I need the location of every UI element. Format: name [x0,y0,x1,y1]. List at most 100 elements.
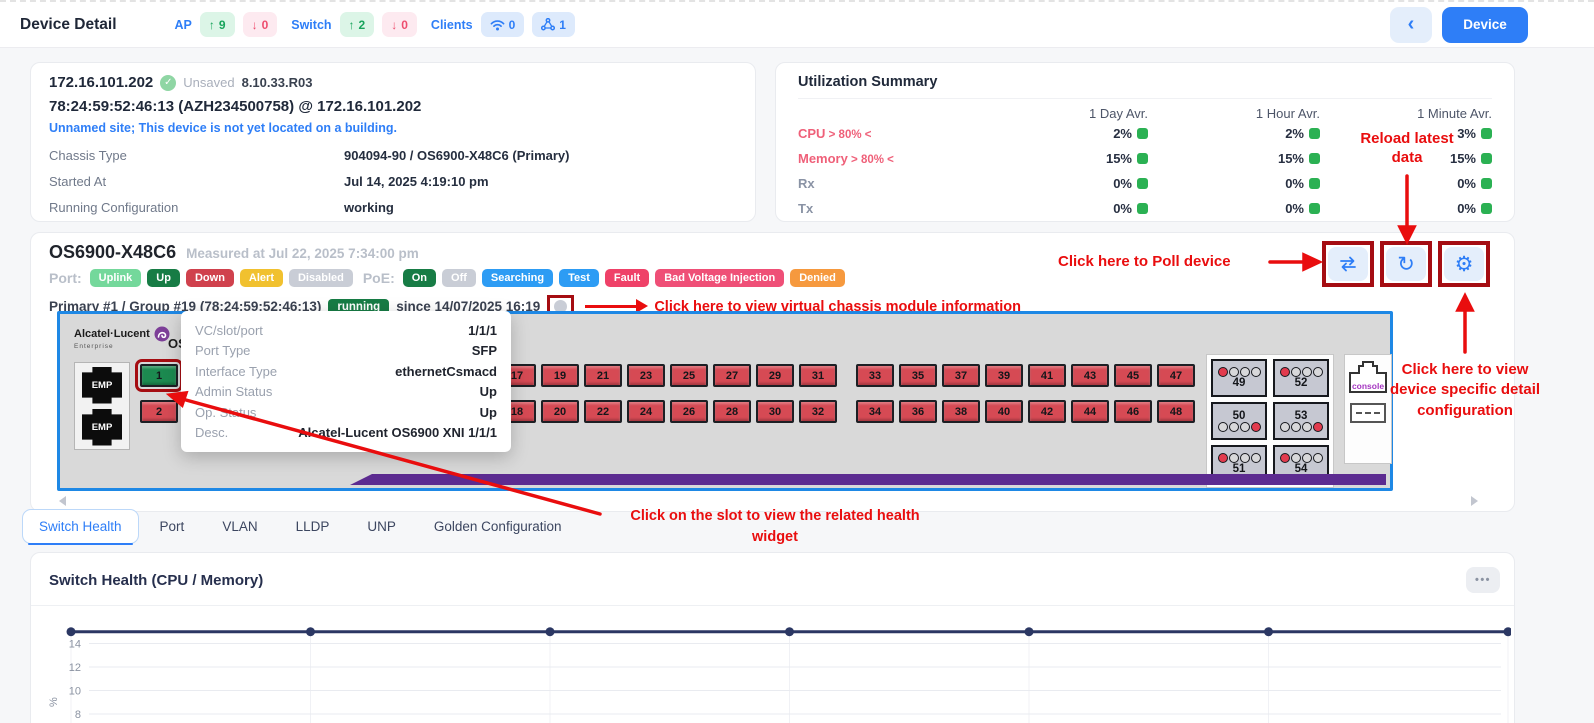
device-button[interactable]: Device [1442,6,1528,43]
port-19[interactable]: 19 [541,364,579,387]
port-36[interactable]: 36 [899,400,937,423]
port-24[interactable]: 24 [627,400,665,423]
switch-up-count[interactable]: ↑ 2 [339,12,375,37]
port-48[interactable]: 48 [1157,400,1195,423]
top-bar: Device Detail AP ↑ 9 ↓ 0 Switch ↑ 2 ↓ 0 Clie… [0,0,1594,48]
util-value: 0% [976,176,1148,191]
port-22[interactable]: 22 [584,400,622,423]
widget-title: Switch Health (CPU / Memory) [49,571,264,589]
port-27[interactable]: 27 [713,364,751,387]
tooltip-value: SFP [471,343,497,359]
util-row-memory: Memory > 80% <15% 15% 15% [798,146,1492,171]
legend-bad-voltage-injection: Bad Voltage Injection [655,269,785,287]
port-23[interactable]: 23 [627,364,665,387]
port-30[interactable]: 30 [756,400,794,423]
port-47[interactable]: 47 [1157,364,1195,387]
arrow-up-icon: ↑ [208,17,215,32]
reload-icon: ↻ [1397,252,1415,276]
port-1[interactable]: 1 [135,359,183,392]
qsfp-module-49[interactable]: 49 [1211,359,1267,397]
device-info-card: 172.16.101.202 ✓ Unsaved 8.10.33.R03 78:… [30,62,756,222]
port-29[interactable]: 29 [756,364,794,387]
port-39[interactable]: 39 [985,364,1023,387]
util-value: 0% [1148,176,1320,191]
port-46[interactable]: 46 [1114,400,1152,423]
tooltip-label: Desc. [195,425,229,441]
clients-wifi-count[interactable]: 0 [480,12,525,37]
qsfp-module-53[interactable]: 53 [1273,402,1329,440]
port-35[interactable]: 35 [899,364,937,387]
poll-device-button[interactable] [1328,247,1368,281]
back-button[interactable]: ‹ [1390,6,1432,43]
info-icon[interactable] [554,300,568,313]
reload-annotation-box: ↻ [1380,241,1432,287]
chassis-scroll-left-arrow[interactable] [59,496,66,506]
port-40[interactable]: 40 [985,400,1023,423]
util-row-tx: Tx 0% 0% 0% [798,196,1492,221]
port-25[interactable]: 25 [670,364,708,387]
network-nodes-icon [541,17,556,30]
info-label: Chassis Type [49,147,127,163]
tab-vlan[interactable]: VLAN [222,519,258,534]
saved-check-icon: ✓ [160,74,177,91]
tooltip-row: Admin Status Up [195,382,497,403]
port-42[interactable]: 42 [1028,400,1066,423]
util-column-header: 1 Minute Avr. [1417,106,1492,121]
port-32[interactable]: 32 [799,400,837,423]
svg-text:14: 14 [69,639,81,651]
tab-unp[interactable]: UNP [367,519,396,534]
port-21[interactable]: 21 [584,364,622,387]
ellipsis-icon: ••• [1474,574,1492,586]
module-number: 50 [1232,409,1246,422]
firmware-version: 8.10.33.R03 [241,75,313,90]
port-column: 45 46 [1114,364,1152,423]
gear-icon: ⚙ [1454,252,1474,276]
util-value: 0% [976,201,1148,216]
console-port-icon [1349,361,1387,393]
tooltip-label: Port Type [195,343,251,359]
legend-alert: Alert [239,269,283,287]
port-31[interactable]: 31 [799,364,837,387]
port-2[interactable]: 2 [140,400,178,423]
module-number: 49 [1232,376,1246,389]
tab-lldp[interactable]: LLDP [295,519,330,534]
qsfp-module-52[interactable]: 52 [1273,359,1329,397]
tooltip-value: Alcatel-Lucent OS6900 XNI 1/1/1 [298,425,497,441]
port-column: 33 34 [856,364,894,423]
switch-action-buttons: ↻ ⚙ [1322,241,1490,287]
port-37[interactable]: 37 [942,364,980,387]
port-44[interactable]: 44 [1071,400,1109,423]
port-33[interactable]: 33 [856,364,894,387]
port-45[interactable]: 45 [1114,364,1152,387]
port-43[interactable]: 43 [1071,364,1109,387]
switch-down-count[interactable]: ↓ 0 [382,12,417,37]
tab-switch-health[interactable]: Switch Health [22,509,139,545]
device-location-note[interactable]: Unnamed site; This device is not yet loc… [49,121,397,135]
port-20[interactable]: 20 [541,400,579,423]
ap-down-count[interactable]: ↓ 0 [242,12,278,37]
qsfp-module-50[interactable]: 50 [1211,402,1267,440]
svg-text:12: 12 [69,662,81,674]
module-number: 53 [1294,409,1308,422]
device-config-button[interactable]: ⚙ [1444,247,1484,281]
port-column: 25 26 [670,364,708,423]
device-info-rows: Chassis Type 904094-90 / OS6900-X48C6 (Pr… [49,142,737,220]
widget-menu-button[interactable]: ••• [1466,567,1500,593]
tab-golden-configuration[interactable]: Golden Configuration [433,519,562,534]
port-34[interactable]: 34 [856,400,894,423]
utilization-header: 1 Day Avr. 1 Hour Avr. 1 Minute Avr. [798,106,1492,121]
clients-wired-count[interactable]: 1 [532,12,575,37]
svg-text:8: 8 [75,709,81,721]
port-38[interactable]: 38 [942,400,980,423]
tab-port[interactable]: Port [159,519,185,534]
module-leds [1217,452,1261,463]
chassis-scroll-right-arrow[interactable] [1471,496,1478,506]
port-41[interactable]: 41 [1028,364,1066,387]
status-ok-icon [1137,153,1148,164]
port-28[interactable]: 28 [713,400,751,423]
vendor-logo: Alcatel·Lucent Enterprise [74,326,170,350]
reload-button[interactable]: ↻ [1386,247,1426,281]
ap-up-count[interactable]: ↑ 9 [199,12,235,37]
tooltip-row: Port Type SFP [195,341,497,362]
port-26[interactable]: 26 [670,400,708,423]
